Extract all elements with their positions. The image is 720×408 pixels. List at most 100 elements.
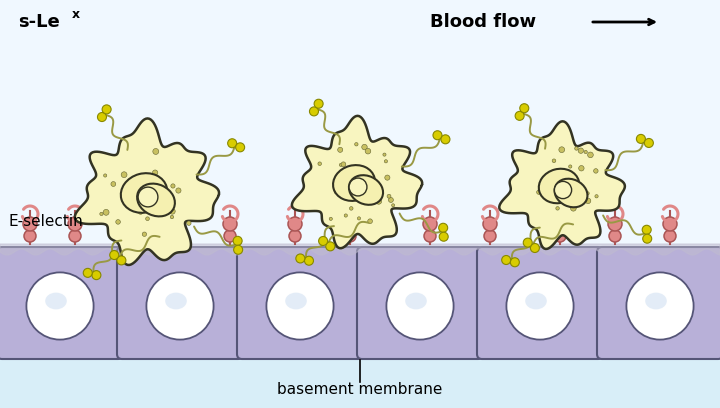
Ellipse shape bbox=[121, 173, 167, 213]
Circle shape bbox=[145, 217, 149, 221]
Circle shape bbox=[163, 217, 177, 231]
Circle shape bbox=[536, 190, 541, 194]
Circle shape bbox=[164, 230, 176, 242]
Circle shape bbox=[531, 244, 539, 253]
Text: basement membrane: basement membrane bbox=[277, 383, 443, 397]
Circle shape bbox=[27, 273, 94, 339]
Bar bbox=[0, 358, 720, 408]
Circle shape bbox=[354, 178, 358, 182]
Circle shape bbox=[176, 188, 181, 193]
Circle shape bbox=[143, 194, 148, 199]
Circle shape bbox=[578, 148, 583, 153]
Circle shape bbox=[161, 197, 163, 200]
Circle shape bbox=[334, 180, 337, 184]
Circle shape bbox=[438, 223, 448, 232]
Circle shape bbox=[553, 217, 567, 231]
Circle shape bbox=[388, 197, 393, 202]
Polygon shape bbox=[75, 118, 219, 265]
Circle shape bbox=[145, 192, 150, 197]
Circle shape bbox=[355, 142, 358, 146]
Circle shape bbox=[341, 162, 346, 167]
Circle shape bbox=[143, 232, 147, 236]
Circle shape bbox=[329, 217, 333, 220]
Circle shape bbox=[138, 210, 143, 214]
Circle shape bbox=[559, 147, 564, 153]
Bar bbox=[0, 248, 720, 358]
Circle shape bbox=[367, 177, 371, 180]
Circle shape bbox=[148, 200, 153, 205]
Circle shape bbox=[584, 150, 588, 154]
Circle shape bbox=[636, 134, 645, 143]
Circle shape bbox=[593, 169, 598, 173]
Circle shape bbox=[423, 217, 437, 231]
Circle shape bbox=[376, 198, 382, 204]
Circle shape bbox=[564, 184, 570, 190]
Circle shape bbox=[318, 162, 322, 166]
Circle shape bbox=[569, 165, 572, 168]
Circle shape bbox=[223, 217, 237, 231]
Polygon shape bbox=[292, 116, 422, 248]
Circle shape bbox=[515, 111, 524, 120]
Circle shape bbox=[186, 221, 191, 225]
Circle shape bbox=[351, 186, 354, 190]
Circle shape bbox=[506, 273, 574, 339]
Circle shape bbox=[310, 107, 318, 116]
Circle shape bbox=[121, 172, 127, 177]
FancyBboxPatch shape bbox=[357, 247, 483, 359]
Circle shape bbox=[224, 230, 236, 242]
Circle shape bbox=[520, 104, 528, 113]
Circle shape bbox=[570, 206, 576, 211]
Circle shape bbox=[554, 182, 572, 199]
Circle shape bbox=[483, 217, 497, 231]
Circle shape bbox=[146, 273, 214, 339]
Ellipse shape bbox=[333, 165, 375, 201]
Circle shape bbox=[546, 190, 549, 193]
Circle shape bbox=[148, 197, 153, 202]
Circle shape bbox=[125, 186, 130, 191]
Circle shape bbox=[146, 193, 152, 198]
Circle shape bbox=[566, 175, 571, 180]
Circle shape bbox=[117, 256, 126, 265]
Circle shape bbox=[387, 273, 454, 339]
Polygon shape bbox=[499, 121, 625, 249]
Circle shape bbox=[153, 201, 156, 205]
FancyBboxPatch shape bbox=[477, 247, 603, 359]
Circle shape bbox=[560, 186, 565, 191]
Circle shape bbox=[556, 206, 559, 210]
Ellipse shape bbox=[525, 293, 546, 309]
Circle shape bbox=[228, 139, 237, 148]
Circle shape bbox=[561, 186, 564, 189]
Circle shape bbox=[338, 175, 344, 181]
Circle shape bbox=[69, 230, 81, 242]
Circle shape bbox=[439, 232, 448, 241]
Circle shape bbox=[338, 147, 343, 152]
Ellipse shape bbox=[554, 179, 588, 207]
Circle shape bbox=[109, 251, 119, 259]
Circle shape bbox=[424, 230, 436, 242]
Circle shape bbox=[266, 273, 333, 339]
Circle shape bbox=[319, 237, 328, 246]
Circle shape bbox=[663, 217, 677, 231]
Circle shape bbox=[84, 268, 92, 277]
Circle shape bbox=[169, 208, 175, 214]
FancyBboxPatch shape bbox=[0, 247, 123, 359]
Circle shape bbox=[170, 215, 174, 219]
Circle shape bbox=[233, 236, 242, 245]
Circle shape bbox=[365, 149, 371, 154]
Circle shape bbox=[554, 230, 566, 242]
Circle shape bbox=[484, 230, 496, 242]
Circle shape bbox=[384, 160, 387, 163]
Ellipse shape bbox=[45, 293, 67, 309]
Circle shape bbox=[68, 217, 82, 231]
Ellipse shape bbox=[645, 293, 667, 309]
Circle shape bbox=[608, 217, 622, 231]
Circle shape bbox=[609, 230, 621, 242]
Circle shape bbox=[595, 195, 598, 198]
Circle shape bbox=[339, 163, 343, 166]
FancyBboxPatch shape bbox=[117, 247, 243, 359]
Circle shape bbox=[235, 143, 245, 152]
Ellipse shape bbox=[405, 293, 427, 309]
Text: s-Le: s-Le bbox=[18, 13, 60, 31]
Circle shape bbox=[357, 217, 361, 220]
Circle shape bbox=[92, 271, 101, 279]
